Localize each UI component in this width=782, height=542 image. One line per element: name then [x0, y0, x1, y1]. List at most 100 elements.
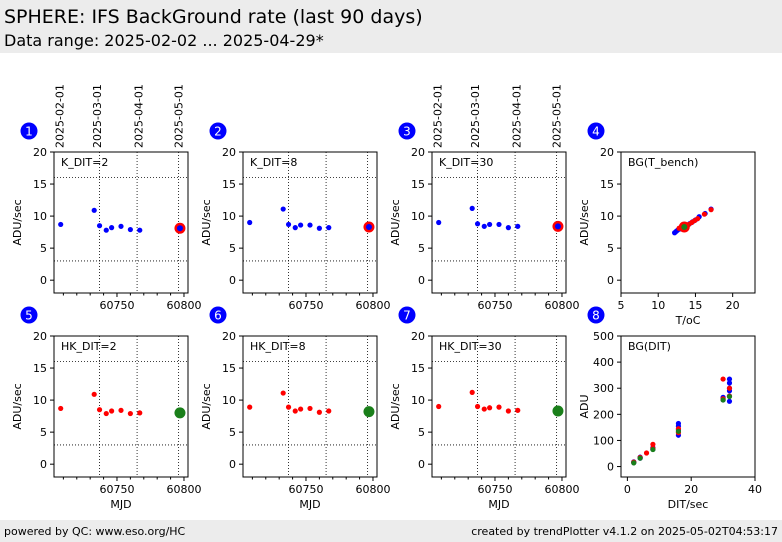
data-point: [487, 221, 493, 228]
y-tick-label: 15: [222, 362, 236, 375]
data-point: [91, 391, 97, 397]
y-tick-label: 10: [222, 394, 236, 407]
data-point: [505, 225, 511, 231]
data-point: [515, 407, 521, 413]
y-tick-label: 200: [593, 408, 614, 421]
panel-number-badge: [209, 122, 227, 140]
data-point: [285, 404, 292, 410]
data-point: [280, 390, 286, 396]
y-tick-label: 500: [593, 330, 614, 343]
y-tick-label: 5: [40, 426, 47, 439]
page-subtitle: Data range: 2025-02-02 ... 2025-04-29*: [4, 31, 324, 50]
x-tick-label: 60800: [544, 299, 579, 312]
data-point: [103, 227, 109, 233]
date-tick-label: 2025-02-01: [431, 84, 444, 148]
data-point: [708, 207, 714, 213]
x-axis-label: DIT/sec: [668, 498, 709, 511]
y-tick-label: 10: [33, 394, 47, 407]
data-point: [675, 420, 682, 427]
y-tick-label: 0: [229, 458, 236, 471]
plot-frame: [620, 151, 756, 294]
y-tick-label: 300: [593, 382, 614, 395]
x-axis-label: T/oC: [675, 314, 701, 327]
panel-number: 6: [214, 309, 222, 323]
data-point: [481, 406, 487, 412]
x-tick-label: 60800: [355, 299, 390, 312]
data-point: [650, 446, 656, 453]
plot-frame: [431, 335, 567, 478]
footer-credit: powered by QC: www.eso.org/HC: [4, 525, 186, 538]
data-point: [326, 408, 332, 414]
x-tick-label: 60800: [544, 483, 579, 496]
x-tick-label: 60750: [477, 299, 512, 312]
y-tick-label: 0: [40, 274, 47, 287]
data-point: [474, 221, 481, 227]
data-point: [103, 410, 109, 417]
x-tick-label: 60750: [288, 483, 323, 496]
latest-point: [554, 407, 561, 414]
data-point: [58, 221, 64, 228]
data-point: [726, 393, 733, 400]
y-axis-label: ADU/sec: [389, 199, 402, 245]
y-tick-label: 0: [229, 274, 236, 287]
panel-label: K_DIT=2: [61, 156, 108, 169]
date-tick-label: 2025-05-01: [173, 84, 186, 148]
y-tick-label: 10: [411, 210, 425, 223]
data-point: [247, 404, 253, 410]
y-tick-label: 20: [222, 146, 236, 159]
panel-number: 3: [403, 125, 411, 139]
date-tick-label: 2025-02-01: [53, 84, 66, 148]
y-tick-label: 20: [411, 330, 425, 343]
x-tick-label: 15: [688, 299, 702, 312]
x-tick-label: 60800: [166, 483, 201, 496]
chart-panel-5: [20, 306, 189, 481]
plot-frame: [620, 335, 756, 478]
panel-number-badge: [398, 306, 416, 324]
x-tick-label: 20: [684, 483, 698, 496]
data-point: [91, 207, 97, 213]
chart-panel-6: [209, 306, 378, 481]
data-point: [137, 227, 143, 233]
data-point: [436, 219, 442, 226]
data-point: [726, 380, 733, 386]
panel-label: K_DIT=30: [439, 156, 493, 169]
y-tick-label: 5: [418, 426, 425, 439]
y-tick-label: 5: [229, 242, 236, 255]
data-point: [631, 460, 637, 466]
data-point: [326, 225, 332, 231]
data-point: [637, 455, 643, 461]
date-tick-label: 2025-03-01: [91, 84, 104, 148]
y-tick-label: 20: [222, 330, 236, 343]
latest-point: [365, 223, 372, 230]
x-tick-label: 60750: [288, 299, 323, 312]
chart-panel-8: [587, 306, 756, 481]
y-tick-label: 0: [607, 461, 614, 474]
plot-frame: [53, 151, 189, 294]
x-tick-label: 0: [624, 483, 631, 496]
panel-number-badge: [398, 122, 416, 140]
latest-point: [554, 223, 561, 230]
plot-frame: [53, 335, 189, 478]
panel-number-badge: [587, 306, 605, 324]
data-point: [292, 408, 298, 414]
data-point: [247, 219, 253, 226]
panel-label: BG(T_bench): [628, 156, 698, 169]
y-tick-label: 20: [33, 330, 47, 343]
data-point: [643, 450, 650, 456]
panel-number: 1: [25, 125, 33, 139]
x-tick-label: 60750: [99, 299, 134, 312]
y-tick-label: 15: [600, 178, 614, 191]
data-point: [127, 226, 133, 233]
data-point: [109, 408, 115, 414]
x-tick-label: 40: [748, 483, 762, 496]
data-point: [515, 223, 521, 229]
panel-label: K_DIT=8: [250, 156, 297, 169]
y-tick-label: 10: [411, 394, 425, 407]
panel-number-badge: [20, 306, 38, 324]
chart-panel-7: [398, 306, 567, 481]
latest-point: [176, 225, 183, 232]
y-tick-label: 10: [600, 210, 614, 223]
data-point: [96, 223, 103, 229]
panel-number: 7: [403, 309, 411, 323]
